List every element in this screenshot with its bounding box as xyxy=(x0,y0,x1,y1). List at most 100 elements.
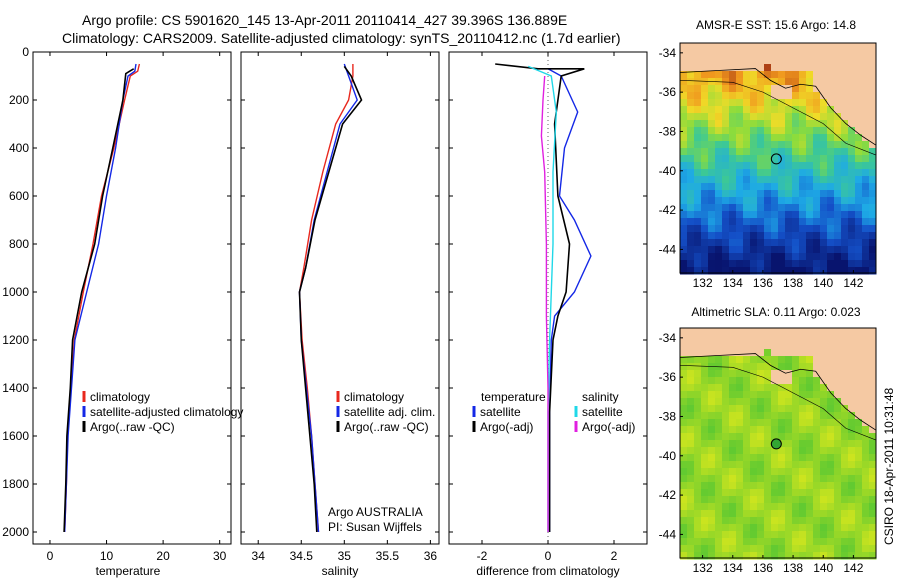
legend-salinity-title: salinity xyxy=(582,390,619,404)
map-cell xyxy=(757,113,765,121)
map-cell xyxy=(701,363,709,371)
map-cell xyxy=(764,412,772,420)
map-cell xyxy=(743,218,751,226)
map-cell xyxy=(743,239,751,247)
map-cell xyxy=(869,127,877,135)
map-cell xyxy=(687,461,695,469)
map-cell xyxy=(750,260,758,268)
map-cell xyxy=(778,85,786,93)
map-cell xyxy=(834,239,842,247)
map-cell xyxy=(813,169,821,177)
map-cell xyxy=(771,496,779,504)
map-cell xyxy=(715,349,723,357)
map-cell xyxy=(785,113,793,121)
map-cell xyxy=(855,260,863,268)
map-cell xyxy=(687,377,695,385)
map-cell xyxy=(855,218,863,226)
map-cell xyxy=(820,113,828,121)
map-cell xyxy=(806,489,814,497)
map-cell xyxy=(813,454,821,462)
map-cell xyxy=(827,71,835,79)
map-cell xyxy=(701,482,709,490)
map-cell xyxy=(757,440,765,448)
map-cell xyxy=(736,253,744,261)
map-cell xyxy=(806,447,814,455)
map-cell xyxy=(764,377,772,385)
map-cell xyxy=(855,531,863,539)
map-cell xyxy=(701,517,709,525)
map-cell xyxy=(764,50,772,58)
map-cell xyxy=(743,71,751,79)
map-cell xyxy=(834,176,842,184)
map-cell xyxy=(792,524,800,532)
map-cell xyxy=(848,552,856,560)
map-cell xyxy=(757,461,765,469)
map-cell xyxy=(855,232,863,240)
map-cell xyxy=(841,176,849,184)
map-cell xyxy=(694,92,702,100)
map-cell xyxy=(715,531,723,539)
map-cell xyxy=(778,218,786,226)
map-cell xyxy=(701,531,709,539)
map-cell xyxy=(813,405,821,413)
map-cell xyxy=(743,370,751,378)
map-cell xyxy=(694,106,702,114)
map-cell xyxy=(841,155,849,163)
map-cell xyxy=(799,239,807,247)
map-cell xyxy=(680,162,688,170)
map-cell xyxy=(778,377,786,385)
map-cell xyxy=(715,232,723,240)
lon-tick-label: 138 xyxy=(783,276,803,290)
map-cell xyxy=(869,50,877,58)
map-cell xyxy=(743,232,751,240)
map-cell xyxy=(715,398,723,406)
map-cell xyxy=(687,120,695,128)
map-cell xyxy=(806,552,814,560)
map-cell xyxy=(799,419,807,427)
map-cell xyxy=(743,391,751,399)
map-cell xyxy=(827,398,835,406)
map-cell xyxy=(708,169,716,177)
map-cell xyxy=(743,377,751,385)
map-cell xyxy=(806,134,814,142)
map-cell xyxy=(771,169,779,177)
map-cell xyxy=(715,503,723,511)
map-cell xyxy=(715,148,723,156)
map-cell xyxy=(715,475,723,483)
map-cell xyxy=(757,162,765,170)
map-cell xyxy=(687,134,695,142)
map-cell xyxy=(736,384,744,392)
map-cell xyxy=(743,510,751,518)
series-line xyxy=(547,68,592,532)
map-cell xyxy=(841,426,849,434)
map-cell xyxy=(694,183,702,191)
map-cell xyxy=(722,176,730,184)
map-cell xyxy=(785,405,793,413)
map-cell xyxy=(855,391,863,399)
map-cell xyxy=(701,162,709,170)
map-cell xyxy=(827,440,835,448)
map-cell xyxy=(869,106,877,114)
map-cell xyxy=(694,71,702,79)
map-cell xyxy=(841,197,849,205)
map-cell xyxy=(806,267,814,275)
map-cell xyxy=(687,412,695,420)
map-cell xyxy=(764,370,772,378)
map-cell xyxy=(736,211,744,219)
map-cell xyxy=(736,106,744,114)
map-cell xyxy=(722,342,730,350)
map-cell xyxy=(736,454,744,462)
map-cell xyxy=(813,461,821,469)
map-cell xyxy=(806,412,814,420)
map-cell xyxy=(778,127,786,135)
map-cell xyxy=(778,64,786,72)
map-cell xyxy=(827,391,835,399)
map-cell xyxy=(729,85,737,93)
map-cell xyxy=(792,253,800,261)
map-cell xyxy=(687,253,695,261)
map-cell xyxy=(855,496,863,504)
map-cell xyxy=(708,426,716,434)
map-cell xyxy=(855,524,863,532)
map-cell xyxy=(848,517,856,525)
